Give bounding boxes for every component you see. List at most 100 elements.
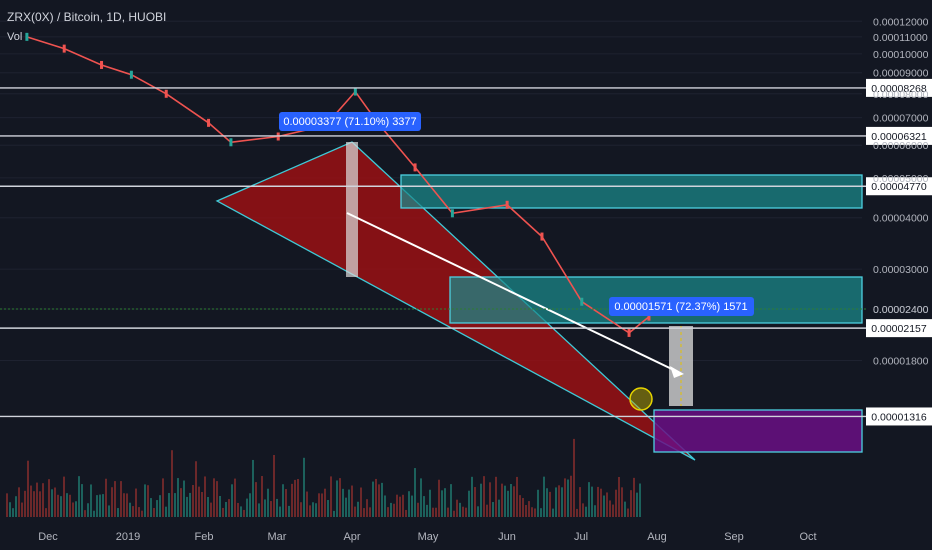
volume-bar: [300, 502, 302, 517]
volume-bar: [186, 496, 188, 517]
volume-bar: [351, 485, 353, 517]
volume-bar: [558, 485, 560, 517]
support-circle[interactable]: [629, 387, 653, 411]
volume-bar: [405, 509, 407, 517]
volume-bar: [132, 506, 134, 517]
volume-bar: [213, 478, 215, 517]
volume-bar: [48, 479, 50, 517]
volume-bar: [459, 502, 461, 517]
volume-bar: [6, 493, 8, 517]
volume-bar: [435, 507, 437, 517]
volume-bar: [366, 499, 368, 517]
volume-bar: [417, 502, 419, 517]
volume-bar: [636, 492, 638, 517]
y-tick-label: 0.00008000: [873, 89, 929, 101]
volume-bar: [624, 501, 626, 517]
x-tick-label: Oct: [799, 531, 816, 543]
volume-bar: [162, 478, 164, 517]
volume-bar: [423, 496, 425, 517]
y-tick-label: 0.00007000: [873, 113, 929, 125]
volume-bar: [336, 480, 338, 517]
volume-bar: [33, 491, 35, 517]
volume-bar: [411, 495, 413, 517]
upper-target-box[interactable]: [400, 174, 863, 209]
volume-bar: [390, 502, 392, 517]
volume-bar: [261, 476, 263, 517]
volume-bar: [600, 488, 602, 517]
volume-bar: [12, 508, 14, 517]
candle: [647, 312, 651, 321]
volume-bar: [219, 495, 221, 517]
volume-bar: [183, 480, 185, 517]
volume-bar: [321, 493, 323, 517]
volume-bar: [633, 477, 635, 517]
volume-bar: [339, 478, 341, 517]
candle: [100, 60, 104, 69]
volume-bar: [327, 500, 329, 517]
volume-bar: [165, 506, 167, 517]
volume-bar: [522, 498, 524, 517]
level-tag-label: 0.00008268: [871, 83, 927, 95]
volume-bar: [387, 507, 389, 517]
volume-bar: [477, 506, 479, 517]
annotation-label-2[interactable]: 0.00001571 (72.37%) 1571: [609, 297, 754, 316]
volume-bar: [279, 506, 281, 517]
volume-bar: [528, 501, 530, 517]
volume-bar: [255, 482, 257, 517]
volume-bar: [234, 478, 236, 517]
volume-bar: [588, 482, 590, 517]
volume-bar: [177, 478, 179, 517]
volume-bar: [531, 507, 533, 517]
volume-bar: [486, 504, 488, 517]
volume-bar: [585, 506, 587, 517]
volume-bar: [180, 488, 182, 517]
volume-bar: [171, 450, 173, 517]
volume-bar: [246, 498, 248, 517]
volume-bar: [198, 486, 200, 517]
volume-bar: [96, 495, 98, 517]
candle: [25, 32, 29, 41]
annotation-label-1-text: 0.00003377 (71.10%) 3377: [283, 116, 416, 128]
volume-bar: [618, 476, 620, 517]
candle: [353, 87, 357, 96]
annotation-label-1[interactable]: 0.00003377 (71.10%) 3377: [279, 112, 421, 131]
volume-bar: [612, 504, 614, 517]
measure-bar-left: [346, 142, 358, 277]
volume-bar: [357, 501, 359, 517]
x-axis: Dec 2019 Feb Mar Apr May Jun Jul Aug Sep Oct: [38, 531, 816, 543]
volume-bar: [354, 506, 356, 517]
volume-bar: [267, 488, 269, 517]
volume-bar: [114, 481, 116, 517]
volume-bar: [480, 483, 482, 517]
volume-bar: [156, 500, 158, 517]
volume-bar: [333, 510, 335, 517]
volume-bar: [228, 499, 230, 517]
candle: [62, 44, 66, 53]
level-tag: [866, 319, 932, 338]
candle: [207, 118, 211, 127]
volume-bar: [537, 489, 539, 517]
volume-bar: [147, 485, 149, 517]
x-tick-label: Feb: [195, 531, 214, 543]
level-tag: [866, 78, 932, 97]
volume-bar: [57, 494, 59, 517]
y-tick-label: 0.00009000: [873, 68, 929, 80]
volume-bar: [201, 492, 203, 517]
volume-bar: [594, 505, 596, 517]
y-tick-label: 0.00001800: [873, 355, 929, 367]
chart-title: ZRX(0X) / Bitcoin, 1D, HUOBI: [7, 10, 167, 24]
candle: [229, 138, 233, 147]
volume-bar: [396, 494, 398, 517]
volume-bar: [462, 506, 464, 517]
volume-bar: [591, 486, 593, 517]
volume-bar: [285, 489, 287, 517]
volume-bar: [126, 493, 128, 517]
volume-bar: [378, 484, 380, 517]
level-tag-label: 0.00001316: [871, 411, 927, 423]
volume-bar: [81, 484, 83, 517]
level-tag: [866, 126, 932, 145]
volume-bar: [102, 494, 104, 517]
volume-bar: [471, 476, 473, 517]
x-tick-label: Jul: [574, 531, 588, 543]
